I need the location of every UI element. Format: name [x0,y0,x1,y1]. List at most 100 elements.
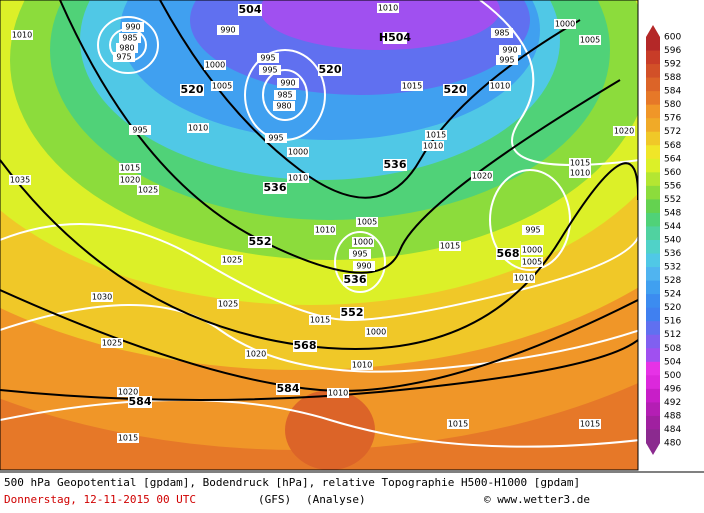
pressure-label-box [521,257,543,267]
pressure-label-box [401,81,423,91]
pressure-label-box [613,126,635,136]
colorbar-segment [646,267,660,282]
pressure-label: 1015 [120,164,140,173]
colorbar: 600 596 592 588 584 580 576 572 568 564 560 556 552 5… [646,25,681,455]
pressure-label-box [187,123,209,133]
pressure-label-box [204,60,226,70]
pressure-label: 1000 [288,148,308,157]
pressure-label: 1020 [246,350,266,359]
colorbar-label: 600 [664,33,681,43]
colorbar-segment [646,429,660,444]
pressure-label: 985 [494,29,509,38]
pressure-label: 985 [277,91,292,100]
colorbar-segment [646,91,660,106]
pressure-label-box [119,33,141,43]
pressure-label-box [377,3,399,13]
colorbar-arrow [646,25,660,37]
pressure-label: 1015 [118,434,138,443]
pressure-label: 1010 [514,274,534,283]
pressure-label: 990 [220,26,235,35]
pressure-label-box [117,387,139,397]
map [0,0,638,470]
pressure-label-box [91,292,113,302]
pressure-label-box [447,419,469,429]
pressure-label: 1020 [120,176,140,185]
pressure-label: 1010 [352,361,372,370]
pressure-label-box [554,19,576,29]
height-label-box [263,182,287,194]
colorbar-segment [646,158,660,173]
colorbar-segment [646,388,660,403]
colorbar-arrow [646,443,660,455]
height-label-box [293,340,317,352]
pressure-label-box [9,175,31,185]
colorbar-segment [646,280,660,295]
pressure-label-box [221,255,243,265]
pressure-label: 1015 [570,159,590,168]
field-band [285,390,375,470]
pressure-label-box [353,261,375,271]
map-frame [0,0,639,471]
pressure-label: 1010 [288,174,308,183]
colorbar-label: 588 [664,73,681,83]
colorbar-segment [646,199,660,214]
pressure-label-box [122,22,144,32]
colorbar-label: 480 [664,439,681,449]
pressure-label-box [365,327,387,337]
pressure-label: 1010 [12,31,32,40]
colorbar-label: 532 [664,263,681,273]
pressure-label-box [569,168,591,178]
colorbar-segment [646,77,660,92]
height-label-box [343,274,367,286]
colorbar-label: 488 [664,411,681,421]
pressure-label-box [119,163,141,173]
pressure-label-box [356,217,378,227]
colorbar-label: 496 [664,384,681,394]
pressure-label: 1010 [423,142,443,151]
colorbar-segment [646,348,660,363]
pressure-label: 1015 [440,242,460,251]
colorbar-label: 512 [664,330,681,340]
pressure-label-box [117,433,139,443]
colorbar-segment [646,361,660,376]
pressure-label-box [116,43,138,53]
height-label: 520 [319,63,342,76]
pressure-label-box [217,25,239,35]
pressure-label: 1005 [212,82,232,91]
colorbar-label: 568 [664,141,681,151]
pressure-label-box [349,249,371,259]
pressure-label: 990 [280,79,295,88]
pressure-label-box [522,225,544,235]
pressure-label-box [496,55,518,65]
pressure-label-box [425,130,447,140]
colorbar-segment [646,131,660,146]
pressure-label: 1025 [218,300,238,309]
pressure-label-box [314,225,336,235]
pressure-label-box [113,52,135,62]
height-label-box [128,396,152,408]
pressure-label: 975 [116,53,131,62]
height-label: 568 [294,339,317,352]
colorbar-segment [646,375,660,390]
pressure-label: 1020 [614,127,634,136]
pressure-label: 1000 [522,246,542,255]
pressure-label: 1020 [472,172,492,181]
pressure-label: 1015 [402,82,422,91]
colorbar-segment [646,104,660,119]
height-label-box [383,159,407,171]
pressure-label: 1015 [310,316,330,325]
colorbar-segment [646,64,660,79]
pressure-label: 1020 [118,388,138,397]
pressure-label-box [273,101,295,111]
pressure-label-box [579,419,601,429]
pressure-label: 1000 [366,328,386,337]
pressure-label-box [287,173,309,183]
height-label: 520 [181,83,204,96]
height-label: 568 [497,247,520,260]
pressure-label: 1005 [522,258,542,267]
pressure-label-box [119,175,141,185]
pressure-label-box [257,53,279,63]
caption-line: 500 hPa Geopotential [gpdam], Bodendruck… [4,476,580,489]
pressure-label-box [287,147,309,157]
